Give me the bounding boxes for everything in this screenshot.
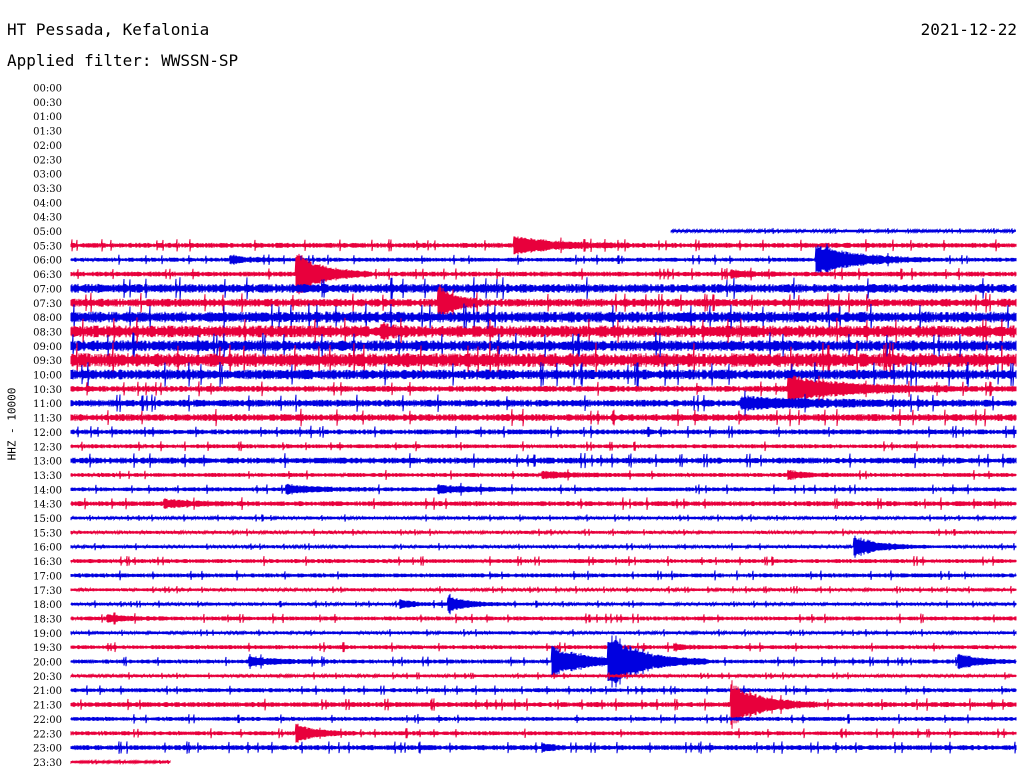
tick-label-1900: 19:00 (33, 629, 62, 640)
trace-0800 (70, 303, 1017, 331)
tick-label-2300: 23:00 (33, 744, 62, 755)
tick-label-0330: 03:30 (33, 184, 62, 195)
tick-label-0600: 06:00 (33, 256, 62, 267)
tick-label-1430: 14:30 (33, 500, 62, 511)
tick-label-1530: 15:30 (33, 528, 62, 539)
tick-label-2030: 20:30 (33, 672, 62, 683)
tick-label-0100: 01:00 (33, 112, 62, 123)
tick-label-0400: 04:00 (33, 198, 62, 209)
tick-label-0000: 00:00 (33, 84, 62, 95)
tick-label-2130: 21:30 (33, 701, 62, 712)
tick-label-1400: 14:00 (33, 485, 62, 496)
tick-label-0900: 09:00 (33, 342, 62, 353)
tick-label-1930: 19:30 (33, 643, 62, 654)
tick-label-0130: 01:30 (33, 127, 62, 138)
tick-label-1630: 16:30 (33, 557, 62, 568)
record-date: 2021-12-22 (920, 20, 1017, 39)
tick-label-1330: 13:30 (33, 471, 62, 482)
tick-label-2230: 22:30 (33, 729, 62, 740)
tick-label-0300: 03:00 (33, 170, 62, 181)
tick-label-0730: 07:30 (33, 299, 62, 310)
tick-label-1100: 11:00 (33, 399, 62, 410)
tick-label-1230: 12:30 (33, 442, 62, 453)
tick-label-1000: 10:00 (33, 371, 62, 382)
tick-label-0200: 02:00 (33, 141, 62, 152)
tick-label-1730: 17:30 (33, 586, 62, 597)
tick-label-1300: 13:00 (33, 457, 62, 468)
filter-label: Applied filter: WWSSN-SP (7, 51, 239, 70)
trace-1000 (70, 361, 1017, 388)
tick-label-0230: 02:30 (33, 155, 62, 166)
tick-label-0430: 04:30 (33, 213, 62, 224)
tick-label-2330: 23:30 (33, 758, 62, 769)
tick-label-0700: 07:00 (33, 284, 62, 295)
tick-label-2100: 21:00 (33, 686, 62, 697)
tick-label-0530: 05:30 (33, 241, 62, 252)
station-title: HT Pessada, Kefalonia (7, 20, 210, 39)
tick-label-1030: 10:30 (33, 385, 62, 396)
tick-label-2200: 22:00 (33, 715, 62, 726)
tick-label-2000: 20:00 (33, 658, 62, 669)
tick-label-0630: 06:30 (33, 270, 62, 281)
tick-label-0830: 08:30 (33, 327, 62, 338)
tick-label-0800: 08:00 (33, 313, 62, 324)
tick-label-0030: 00:30 (33, 98, 62, 109)
tick-label-1130: 11:30 (33, 414, 62, 425)
tick-label-0930: 09:30 (33, 356, 62, 367)
tick-label-1600: 16:00 (33, 543, 62, 554)
tick-label-1500: 15:00 (33, 514, 62, 525)
tick-label-1800: 18:00 (33, 600, 62, 611)
tick-label-1700: 17:00 (33, 571, 62, 582)
tick-label-1200: 12:00 (33, 428, 62, 439)
tick-label-1830: 18:30 (33, 614, 62, 625)
tick-label-0500: 05:00 (33, 227, 62, 238)
